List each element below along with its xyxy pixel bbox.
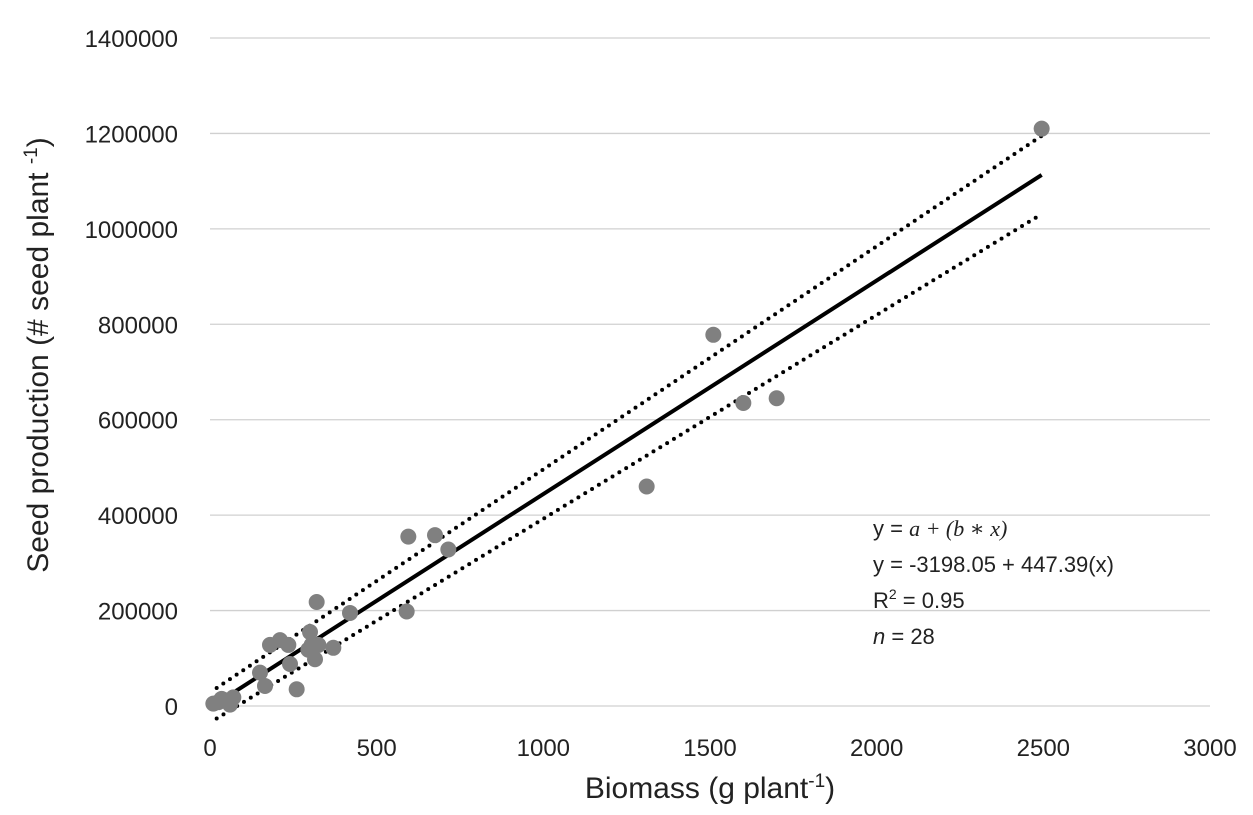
x-tick-label: 1500 bbox=[683, 735, 736, 762]
data-point bbox=[257, 677, 273, 694]
equation-annotation: y = a + (b ∗ x) y = -3198.05 + 447.39(x)… bbox=[873, 516, 1114, 649]
lower-confidence-line bbox=[214, 212, 1044, 721]
y-tick-label: 600000 bbox=[98, 408, 178, 435]
data-point bbox=[427, 527, 443, 544]
data-point bbox=[735, 395, 752, 412]
y-tick-label: 1200000 bbox=[85, 121, 178, 148]
data-point bbox=[398, 603, 415, 620]
y-tick-label: 0 bbox=[165, 694, 178, 721]
data-points bbox=[205, 120, 1050, 713]
data-point bbox=[440, 541, 457, 558]
y-tick-labels: 0 200000 400000 600000 800000 1000000 1200000 1… bbox=[85, 26, 178, 721]
y-tick-label: 1400000 bbox=[85, 26, 178, 53]
data-point bbox=[342, 604, 358, 621]
y-tick-label: 400000 bbox=[98, 503, 178, 530]
y-axis-title: Seed production (# seed plant -1) bbox=[21, 137, 55, 573]
data-point bbox=[302, 624, 318, 641]
x-tick-label: 2000 bbox=[850, 735, 903, 762]
y-tick-label: 800000 bbox=[98, 312, 178, 339]
model-formula: y = a + (b ∗ x) bbox=[873, 516, 1007, 541]
data-point bbox=[308, 593, 325, 610]
x-tick-label: 500 bbox=[357, 735, 397, 762]
data-point bbox=[638, 478, 655, 495]
data-point bbox=[705, 326, 722, 343]
x-tick-label: 1000 bbox=[517, 735, 570, 762]
y-tick-label: 1000000 bbox=[85, 217, 178, 244]
data-point bbox=[1033, 120, 1050, 137]
sample-size: n = 28 bbox=[873, 624, 935, 649]
y-tick-label: 200000 bbox=[98, 599, 178, 626]
data-point bbox=[288, 681, 305, 698]
confidence-band bbox=[214, 133, 1044, 721]
data-point bbox=[325, 639, 342, 656]
fitted-equation: y = -3198.05 + 447.39(x) bbox=[873, 552, 1114, 577]
data-point bbox=[252, 664, 268, 681]
x-tick-label: 0 bbox=[203, 735, 216, 762]
x-tick-labels: 0 500 1000 1500 2000 2500 3000 bbox=[203, 735, 1236, 762]
data-point bbox=[282, 656, 298, 673]
data-point bbox=[400, 528, 417, 545]
data-point bbox=[280, 636, 297, 653]
x-tick-label: 3000 bbox=[1183, 735, 1236, 762]
data-point bbox=[768, 390, 785, 407]
grid-lines bbox=[210, 37, 1210, 707]
upper-confidence-line bbox=[214, 133, 1044, 690]
data-point bbox=[225, 689, 242, 706]
r-squared: R2 = 0.95 bbox=[873, 586, 965, 613]
data-point bbox=[310, 636, 327, 653]
x-axis-title: Biomass (g plant-1) bbox=[585, 771, 835, 805]
data-point bbox=[307, 651, 323, 668]
x-tick-label: 2500 bbox=[1017, 735, 1070, 762]
